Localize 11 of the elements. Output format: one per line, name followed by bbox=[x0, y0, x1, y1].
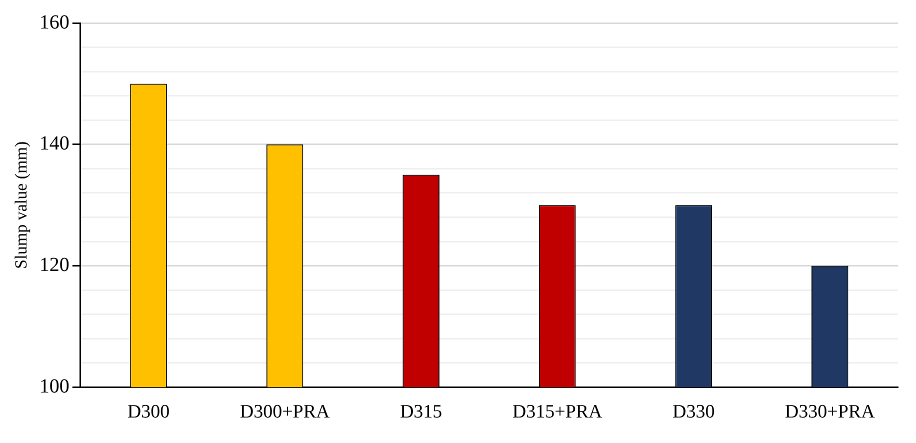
y-tick-label: 100 bbox=[39, 375, 70, 398]
y-tick-label: 160 bbox=[39, 11, 70, 34]
y-tick-label: 140 bbox=[39, 132, 70, 155]
x-tick-label: D300 bbox=[127, 402, 170, 423]
y-tick-label: 120 bbox=[39, 254, 70, 276]
x-tick-label: D330+PRA bbox=[784, 402, 876, 423]
x-tick-label: D330 bbox=[672, 402, 715, 423]
x-tick-label: D315 bbox=[400, 402, 442, 423]
y-axis-title: Slump value (mm) bbox=[12, 141, 31, 269]
x-tick-label: D315+PRA bbox=[512, 402, 603, 423]
x-tick-label: D300+PRA bbox=[240, 402, 330, 423]
